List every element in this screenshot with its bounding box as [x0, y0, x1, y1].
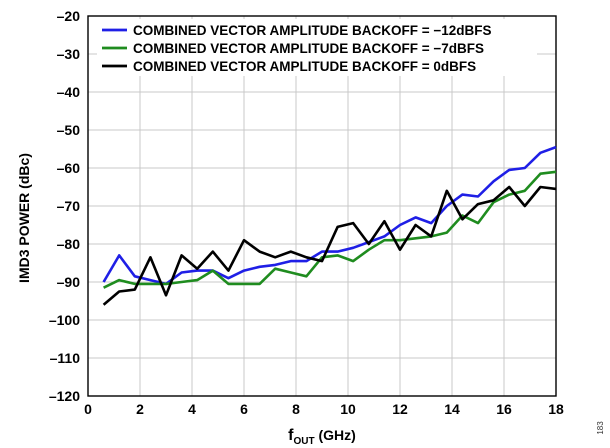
y-tick-label: –90: [57, 274, 81, 290]
y-tick-label: –120: [49, 388, 80, 404]
legend-box: [97, 19, 537, 76]
x-tick-label: 2: [136, 401, 144, 417]
x-tick-label: 18: [548, 401, 564, 417]
y-tick-label: –20: [57, 8, 81, 24]
legend-label-2: COMBINED VECTOR AMPLITUDE BACKOFF = −7dB…: [133, 41, 484, 56]
x-axis-title-subscript: OUT: [294, 436, 315, 447]
x-axis-title-symbol: f: [288, 427, 294, 444]
y-tick-label: –50: [57, 122, 81, 138]
x-axis-title: fOUT (GHz): [288, 427, 356, 447]
x-tick-labels: 0 2 4 6 8 10 12 14 16 18: [84, 401, 564, 417]
y-tick-label: –30: [57, 46, 81, 62]
x-tick-label: 12: [392, 401, 408, 417]
legend-label-3: COMBINED VECTOR AMPLITUDE BACKOFF = 0dBF…: [133, 59, 476, 74]
x-tick-label: 10: [340, 401, 356, 417]
x-tick-label: 14: [444, 401, 460, 417]
series-line-3: [102, 185, 557, 306]
y-tick-label: –80: [57, 236, 81, 252]
x-tick-label: 6: [240, 401, 248, 417]
y-tick-label: –110: [50, 350, 81, 366]
y-tick-label: –40: [57, 84, 81, 100]
x-tick-label: 4: [188, 401, 196, 417]
figure-id: 183: [596, 421, 605, 435]
y-tick-labels: –20 –30 –40 –50 –60 –70 –80 –90 –100 –110 –120: [49, 8, 80, 404]
series-lines: [102, 145, 557, 306]
series-line-2: [103, 170, 557, 289]
y-axis-title: IMD3 POWER (dBc): [16, 153, 32, 283]
x-tick-label: 0: [84, 401, 92, 417]
x-axis-title-unit: (GHz): [315, 427, 356, 443]
legend: COMBINED VECTOR AMPLITUDE BACKOFF = −12d…: [97, 19, 537, 76]
x-tick-label: 8: [292, 401, 300, 417]
x-tick-label: 16: [496, 401, 512, 417]
series-line-1: [102, 145, 557, 286]
y-tick-label: –60: [57, 160, 81, 176]
legend-label-1: COMBINED VECTOR AMPLITUDE BACKOFF = −12d…: [133, 23, 492, 38]
y-tick-label: –100: [49, 312, 80, 328]
plot-frame: [87, 15, 557, 397]
y-tick-label: –70: [57, 198, 81, 214]
